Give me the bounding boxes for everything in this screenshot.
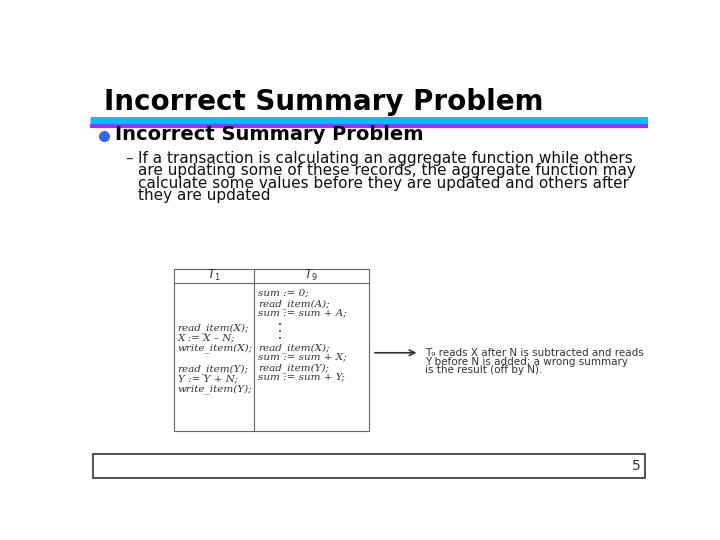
Text: they are updated: they are updated: [138, 188, 271, 203]
Text: –: –: [125, 151, 132, 166]
Text: read_item(X);: read_item(X);: [178, 323, 249, 333]
Bar: [174, 269, 369, 430]
Text: read_item(Y);: read_item(Y);: [178, 364, 248, 374]
Text: X := X – N;: X := X – N;: [178, 334, 235, 342]
Text: If a transaction is calculating an aggregate function while others: If a transaction is calculating an aggre…: [138, 151, 633, 166]
Text: Incorrect Summary Problem: Incorrect Summary Problem: [104, 88, 544, 116]
Text: sum := sum + X;: sum := sum + X;: [258, 353, 347, 362]
Text: $T_1$: $T_1$: [207, 268, 220, 284]
Text: $T_9$: $T_9$: [305, 268, 318, 284]
Text: Y before N is added; a wrong summary: Y before N is added; a wrong summary: [425, 356, 628, 367]
Text: •: •: [278, 329, 282, 335]
Text: sum := sum + A;: sum := sum + A;: [258, 309, 347, 318]
Text: are updating some of these records, the aggregate function may: are updating some of these records, the …: [138, 164, 636, 178]
Text: sum := 0;: sum := 0;: [258, 289, 309, 298]
Text: •: •: [278, 336, 282, 342]
Text: sum := sum + Y;: sum := sum + Y;: [258, 373, 345, 382]
Text: read_item(A);: read_item(A);: [258, 299, 330, 309]
Text: Y := Y + N;: Y := Y + N;: [178, 374, 238, 383]
Text: read_item(Y);: read_item(Y);: [258, 363, 329, 373]
Text: •: •: [278, 322, 282, 328]
Text: T₉ reads X after N is subtracted and reads: T₉ reads X after N is subtracted and rea…: [425, 348, 644, 358]
Text: write_item(Y);: write_item(Y);: [178, 384, 252, 394]
Text: 5: 5: [631, 459, 640, 473]
Text: calculate some values before they are updated and others after: calculate some values before they are up…: [138, 176, 629, 191]
Text: Incorrect Summary Problem: Incorrect Summary Problem: [114, 125, 423, 144]
Bar: [93, 455, 645, 477]
Text: write_item(X);: write_item(X);: [178, 343, 253, 353]
Text: is the result (off by N).: is the result (off by N).: [425, 365, 542, 375]
Text: read_item(X);: read_item(X);: [258, 343, 330, 353]
